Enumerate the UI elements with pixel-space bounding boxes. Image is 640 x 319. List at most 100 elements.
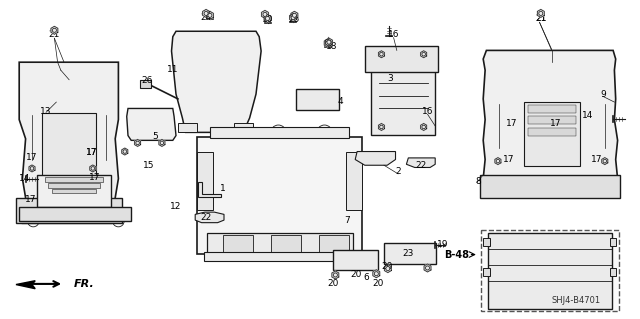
Polygon shape: [373, 270, 380, 278]
Text: 12: 12: [170, 202, 182, 211]
Text: 20: 20: [350, 271, 362, 279]
Bar: [483, 238, 490, 246]
Text: 21: 21: [535, 14, 547, 23]
Circle shape: [317, 125, 332, 140]
Circle shape: [327, 40, 331, 44]
Circle shape: [380, 53, 383, 56]
Polygon shape: [420, 51, 427, 58]
Bar: [371, 50, 435, 135]
Bar: [140, 80, 151, 88]
Bar: [178, 123, 197, 132]
Polygon shape: [424, 264, 431, 272]
Text: 17: 17: [86, 148, 97, 157]
Polygon shape: [134, 139, 141, 146]
Text: 13: 13: [40, 107, 52, 116]
Bar: [319, 235, 349, 252]
Circle shape: [314, 184, 337, 207]
Polygon shape: [159, 139, 165, 146]
Circle shape: [326, 41, 330, 45]
Polygon shape: [420, 123, 427, 130]
Text: 17: 17: [506, 119, 518, 128]
Text: 4: 4: [338, 97, 343, 106]
Text: 11: 11: [167, 65, 179, 74]
Text: 2: 2: [396, 167, 401, 176]
Circle shape: [426, 266, 429, 270]
Text: 15: 15: [143, 161, 154, 170]
Circle shape: [292, 13, 296, 17]
Bar: [210, 127, 349, 138]
Circle shape: [263, 12, 267, 16]
Text: 26: 26: [141, 76, 153, 85]
Circle shape: [136, 141, 140, 145]
Bar: [384, 243, 436, 264]
Bar: [19, 207, 131, 221]
Polygon shape: [203, 9, 209, 18]
Bar: [333, 250, 378, 270]
Polygon shape: [326, 38, 332, 46]
Bar: [483, 268, 490, 276]
Polygon shape: [291, 11, 298, 19]
Circle shape: [496, 160, 500, 163]
Text: 9: 9: [600, 90, 605, 99]
Circle shape: [26, 205, 36, 216]
Polygon shape: [332, 271, 339, 279]
Text: 7: 7: [344, 216, 349, 225]
Polygon shape: [127, 108, 176, 140]
Circle shape: [204, 11, 208, 15]
Bar: [524, 102, 580, 166]
Bar: [52, 189, 97, 193]
Polygon shape: [538, 9, 544, 18]
Text: 14: 14: [582, 111, 593, 120]
Circle shape: [225, 125, 240, 140]
Circle shape: [266, 17, 269, 20]
Circle shape: [291, 16, 295, 19]
Text: 22: 22: [200, 213, 212, 222]
Text: 6: 6: [364, 273, 369, 282]
Circle shape: [374, 272, 378, 276]
Circle shape: [28, 215, 39, 227]
Text: 16: 16: [388, 30, 399, 39]
Polygon shape: [406, 158, 435, 167]
Polygon shape: [172, 31, 261, 132]
Circle shape: [52, 28, 56, 32]
Bar: [271, 235, 301, 252]
Circle shape: [266, 184, 289, 207]
Text: FR.: FR.: [74, 279, 94, 289]
Circle shape: [380, 125, 383, 129]
Bar: [207, 233, 353, 253]
Bar: [365, 46, 438, 72]
Circle shape: [422, 53, 426, 56]
Polygon shape: [264, 14, 271, 23]
Bar: [480, 175, 620, 198]
Polygon shape: [324, 39, 331, 47]
Bar: [200, 201, 359, 227]
Polygon shape: [90, 165, 96, 172]
Text: 1: 1: [220, 184, 225, 193]
Text: 17: 17: [86, 148, 97, 157]
Polygon shape: [378, 51, 385, 58]
Bar: [528, 128, 576, 136]
Bar: [610, 268, 616, 276]
Polygon shape: [495, 158, 501, 165]
Polygon shape: [290, 13, 296, 22]
Bar: [528, 116, 576, 124]
Circle shape: [490, 181, 502, 192]
Polygon shape: [483, 50, 618, 197]
Bar: [197, 137, 362, 254]
Bar: [197, 152, 213, 210]
Text: 25: 25: [289, 15, 300, 24]
Circle shape: [113, 208, 124, 219]
Text: 20: 20: [372, 279, 383, 288]
Bar: [481, 230, 619, 311]
Polygon shape: [195, 212, 224, 223]
Polygon shape: [29, 165, 35, 172]
Text: B-48: B-48: [444, 249, 470, 260]
Circle shape: [208, 13, 212, 17]
Text: SHJ4-B4701: SHJ4-B4701: [552, 296, 600, 305]
Bar: [45, 177, 102, 182]
Polygon shape: [602, 158, 608, 165]
Circle shape: [100, 205, 111, 216]
Text: 21: 21: [535, 14, 547, 23]
Bar: [37, 175, 111, 207]
Text: 20: 20: [381, 262, 393, 271]
